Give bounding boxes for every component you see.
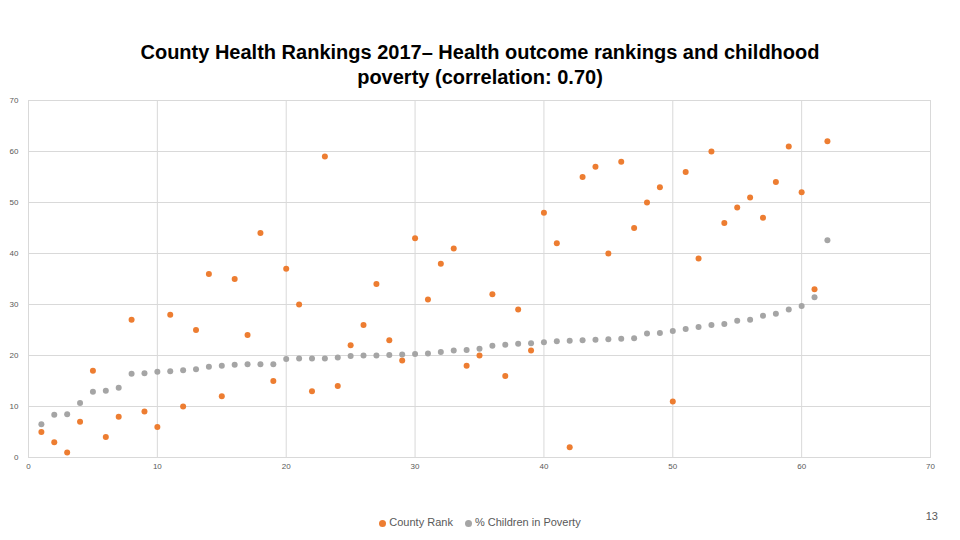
svg-text:0: 0 [26,462,31,471]
svg-text:10: 10 [153,462,162,471]
svg-text:40: 40 [10,249,19,258]
svg-text:60: 60 [797,462,806,471]
html-text:13: 13 [925,510,938,522]
svg-text:40: 40 [539,462,548,471]
svg-text:30: 30 [411,462,420,471]
html-text:% Children in Poverty: % Children in Poverty [474,516,581,528]
svg-text:70: 70 [926,462,935,471]
svg-text:20: 20 [10,351,19,360]
svg-text:50: 50 [668,462,677,471]
svg-text:20: 20 [282,462,291,471]
svg-text:50: 50 [10,198,19,207]
svg-text:10: 10 [10,402,19,411]
html-text:County Rank: County Rank [389,516,453,528]
svg-text:60: 60 [10,147,19,156]
svg-text:70: 70 [10,96,19,105]
svg-text:0: 0 [14,453,19,462]
html-text:County Health Rankings 2017– H: County Health Rankings 2017– Health outc… [140,41,820,88]
svg-text:30: 30 [10,300,19,309]
